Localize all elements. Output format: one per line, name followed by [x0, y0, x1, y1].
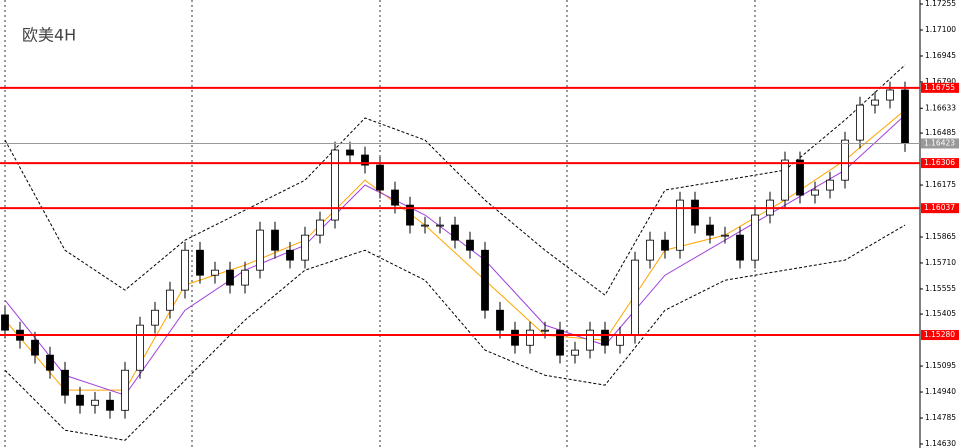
candle-body: [901, 89, 909, 144]
candle-body: [691, 199, 699, 226]
price-level-label: 1.16755: [924, 83, 955, 92]
candle-body: [196, 249, 204, 276]
candle-body: [526, 329, 534, 346]
candle-body: [736, 234, 744, 261]
candle-body: [571, 349, 579, 356]
y-tick-label: 1.14785: [925, 413, 956, 422]
candle-body: [31, 339, 39, 356]
price-level-label: 1.16306: [924, 158, 955, 167]
candle-body: [46, 354, 54, 371]
candle-body: [61, 369, 69, 396]
y-tick-label: 1.15095: [925, 361, 956, 370]
candle-body: [586, 329, 594, 351]
current-price-label-bg: [921, 138, 959, 149]
candle-body: [751, 214, 759, 261]
y-tick-label: 1.15865: [925, 232, 956, 241]
candle-body: [241, 269, 249, 286]
y-tick-label: 1.15405: [925, 309, 956, 318]
candle-body: [796, 159, 804, 196]
candle-body: [721, 234, 729, 237]
candle-body: [301, 234, 309, 261]
price-level-label: 1.16037: [924, 203, 955, 212]
candle-body: [256, 229, 264, 271]
y-tick-label: 1.16175: [925, 180, 956, 189]
price-level-label: 1.15280: [924, 330, 955, 339]
candle-body: [226, 269, 234, 286]
candle-body: [136, 324, 144, 371]
candle-body: [421, 224, 429, 227]
candle-body: [826, 179, 834, 191]
candle-body: [151, 309, 159, 326]
y-tick-label: 1.15710: [925, 258, 956, 267]
candle-body: [511, 329, 519, 346]
candle-body: [886, 89, 894, 101]
candle-body: [316, 219, 324, 236]
candle-body: [676, 199, 684, 251]
price-level-label-bg: [921, 82, 959, 93]
candle-body: [271, 229, 279, 251]
y-tick-label: 1.16945: [925, 51, 956, 60]
candle-body: [451, 224, 459, 241]
candle-body: [496, 309, 504, 331]
candle-body: [646, 239, 654, 261]
candle-body: [616, 334, 624, 346]
candle-body: [811, 189, 819, 196]
candle-body: [166, 289, 174, 311]
candle-body: [436, 224, 444, 227]
candle-body: [211, 269, 219, 276]
candle-body: [331, 149, 339, 221]
current-price-label: 1.16423: [924, 138, 955, 147]
indicator-line: [4, 64, 906, 296]
y-tick-label: 1.16485: [925, 128, 956, 137]
y-tick-label: 1.17255: [925, 0, 956, 8]
candle-body: [556, 329, 564, 356]
y-tick-label: 1.17100: [925, 25, 956, 34]
candle-body: [91, 399, 99, 406]
y-tick-label: 1.15555: [925, 284, 956, 293]
price-level-label-bg: [921, 330, 959, 341]
price-level-label-bg: [921, 158, 959, 169]
y-tick-label: 1.14630: [925, 439, 956, 448]
y-tick-label: 1.14940: [925, 387, 956, 396]
candle-body: [1, 314, 9, 331]
candle-body: [466, 239, 474, 251]
candle-body: [361, 154, 369, 166]
candle-body: [631, 259, 639, 336]
candle-body: [706, 224, 714, 236]
candle-body: [106, 399, 114, 411]
candle-body: [601, 329, 609, 346]
candle-body: [391, 189, 399, 206]
candle-body: [181, 249, 189, 291]
candle-body: [406, 204, 414, 226]
candle-body: [841, 139, 849, 181]
candle-body: [346, 149, 354, 156]
indicator-line: [4, 224, 906, 441]
candle-body: [781, 159, 789, 201]
price-level-label-bg: [921, 203, 959, 214]
chart-title: 欧美4H: [22, 26, 76, 45]
candle-body: [661, 239, 669, 251]
y-tick-label: 1.16790: [925, 77, 956, 86]
candle-body: [871, 99, 879, 106]
candle-body: [376, 164, 384, 191]
candle-body: [856, 104, 864, 141]
candle-body: [541, 329, 549, 332]
candle-body: [481, 249, 489, 311]
candle-body: [286, 249, 294, 261]
candle-body: [76, 394, 84, 406]
candle-body: [121, 369, 129, 411]
y-tick-label: 1.16633: [925, 103, 956, 112]
